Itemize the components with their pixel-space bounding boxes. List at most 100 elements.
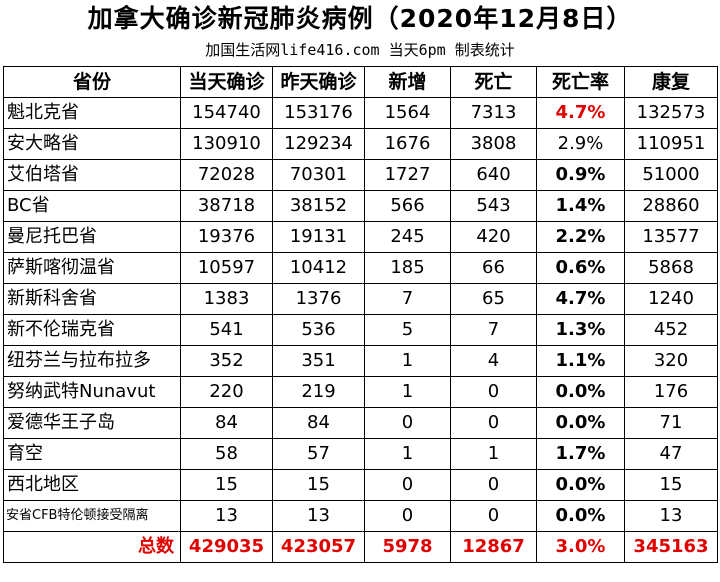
- cell-death-rate: 1.1%: [536, 345, 625, 377]
- cell-province: 安省CFB特伦顿接受隔离: [3, 500, 181, 532]
- cell-new: 0: [364, 500, 451, 532]
- table-row: 爱德华王子岛 84 84 0 0 0.0% 71: [3, 407, 718, 439]
- cell-yesterday: 153176: [272, 97, 365, 129]
- table-row: 育空 58 57 1 1 1.7% 47: [3, 438, 718, 470]
- cell-province: 艾伯塔省: [3, 159, 181, 191]
- cell-death-rate: 1.4%: [536, 190, 625, 222]
- cell-new: 0: [364, 407, 451, 439]
- cell-province: 新斯科舍省: [3, 283, 181, 315]
- cell-death-rate: 0.0%: [536, 376, 625, 408]
- table-row: 纽芬兰与拉布拉多 352 351 1 4 1.1% 320: [3, 345, 718, 377]
- cell-today: 154740: [180, 97, 273, 129]
- header-new: 新增: [364, 66, 451, 98]
- cell-new: 1: [364, 345, 451, 377]
- cell-deaths: 4: [450, 345, 537, 377]
- cell-province: 育空: [3, 438, 181, 470]
- cell-death-rate: 0.0%: [536, 500, 625, 532]
- table-row: BC省 38718 38152 566 543 1.4% 28860: [3, 190, 718, 222]
- cell-province: 魁北克省: [3, 97, 181, 129]
- total-label: 总数: [3, 531, 181, 563]
- cell-today: 38718: [180, 190, 273, 222]
- cell-recovered: 28860: [624, 190, 718, 222]
- total-recovered: 345163: [624, 531, 718, 563]
- table-row: 萨斯喀彻温省 10597 10412 185 66 0.6% 5868: [3, 252, 718, 284]
- cell-deaths: 3808: [450, 128, 537, 160]
- table-row: 曼尼托巴省 19376 19131 245 420 2.2% 13577: [3, 221, 718, 253]
- cell-yesterday: 129234: [272, 128, 365, 160]
- cell-deaths: 1: [450, 438, 537, 470]
- cell-deaths: 640: [450, 159, 537, 191]
- cell-deaths: 0: [450, 469, 537, 501]
- cell-yesterday: 38152: [272, 190, 365, 222]
- cell-today: 10597: [180, 252, 273, 284]
- page-subtitle: 加国生活网life416.com 当天6pm 制表统计: [205, 41, 515, 59]
- header-deaths: 死亡: [450, 66, 537, 98]
- cell-recovered: 47: [624, 438, 718, 470]
- cell-death-rate: 2.2%: [536, 221, 625, 253]
- cell-today: 220: [180, 376, 273, 408]
- cell-recovered: 1240: [624, 283, 718, 315]
- cell-recovered: 13577: [624, 221, 718, 253]
- cell-death-rate: 4.7%: [536, 97, 625, 129]
- cell-death-rate: 0.6%: [536, 252, 625, 284]
- cell-recovered: 176: [624, 376, 718, 408]
- cell-deaths: 0: [450, 500, 537, 532]
- cell-today: 130910: [180, 128, 273, 160]
- cell-today: 19376: [180, 221, 273, 253]
- total-death-rate: 3.0%: [536, 531, 625, 563]
- cell-province: 新不伦瑞克省: [3, 314, 181, 346]
- cell-yesterday: 84: [272, 407, 365, 439]
- header-death-rate: 死亡率: [536, 66, 625, 98]
- cell-province: 纽芬兰与拉布拉多: [3, 345, 181, 377]
- table-row: 努纳武特Nunavut 220 219 1 0 0.0% 176: [3, 376, 718, 408]
- header-recovered: 康复: [624, 66, 718, 98]
- cell-recovered: 71: [624, 407, 718, 439]
- cell-today: 1383: [180, 283, 273, 315]
- cell-today: 15: [180, 469, 273, 501]
- header-yesterday: 昨天确诊: [272, 66, 365, 98]
- cell-death-rate: 0.0%: [536, 407, 625, 439]
- cell-province: 安大略省: [3, 128, 181, 160]
- cell-death-rate: 4.7%: [536, 283, 625, 315]
- cell-today: 58: [180, 438, 273, 470]
- table-row: 新斯科舍省 1383 1376 7 65 4.7% 1240: [3, 283, 718, 315]
- page-title: 加拿大确诊新冠肺炎病例（2020年12月8日）: [87, 4, 633, 33]
- table-row: 西北地区 15 15 0 0 0.0% 15: [3, 469, 718, 501]
- cell-today: 541: [180, 314, 273, 346]
- cell-today: 13: [180, 500, 273, 532]
- cell-province: 曼尼托巴省: [3, 221, 181, 253]
- cell-new: 1727: [364, 159, 451, 191]
- total-yesterday: 423057: [272, 531, 365, 563]
- cell-recovered: 15: [624, 469, 718, 501]
- table-row: 新不伦瑞克省 541 536 5 7 1.3% 452: [3, 314, 718, 346]
- table-row: 艾伯塔省 72028 70301 1727 640 0.9% 51000: [3, 159, 718, 191]
- cell-death-rate: 1.7%: [536, 438, 625, 470]
- cell-deaths: 65: [450, 283, 537, 315]
- total-deaths: 12867: [450, 531, 537, 563]
- cell-today: 84: [180, 407, 273, 439]
- cell-new: 1676: [364, 128, 451, 160]
- cell-deaths: 420: [450, 221, 537, 253]
- cell-yesterday: 536: [272, 314, 365, 346]
- cell-recovered: 110951: [624, 128, 718, 160]
- cell-recovered: 5868: [624, 252, 718, 284]
- cell-deaths: 543: [450, 190, 537, 222]
- cell-new: 5: [364, 314, 451, 346]
- cell-province: 西北地区: [3, 469, 181, 501]
- total-new: 5978: [364, 531, 451, 563]
- table-row: 安大略省 130910 129234 1676 3808 2.9% 110951: [3, 128, 718, 160]
- cell-yesterday: 219: [272, 376, 365, 408]
- cell-death-rate: 2.9%: [536, 128, 625, 160]
- cell-province: 萨斯喀彻温省: [3, 252, 181, 284]
- cell-death-rate: 0.9%: [536, 159, 625, 191]
- cell-yesterday: 1376: [272, 283, 365, 315]
- table-row: 魁北克省 154740 153176 1564 7313 4.7% 132573: [3, 97, 718, 129]
- cell-new: 1: [364, 438, 451, 470]
- cell-yesterday: 10412: [272, 252, 365, 284]
- total-row: 总数 429035 423057 5978 12867 3.0% 345163: [3, 531, 718, 563]
- total-today: 429035: [180, 531, 273, 563]
- cell-deaths: 0: [450, 407, 537, 439]
- cell-deaths: 7313: [450, 97, 537, 129]
- cell-new: 245: [364, 221, 451, 253]
- cell-recovered: 132573: [624, 97, 718, 129]
